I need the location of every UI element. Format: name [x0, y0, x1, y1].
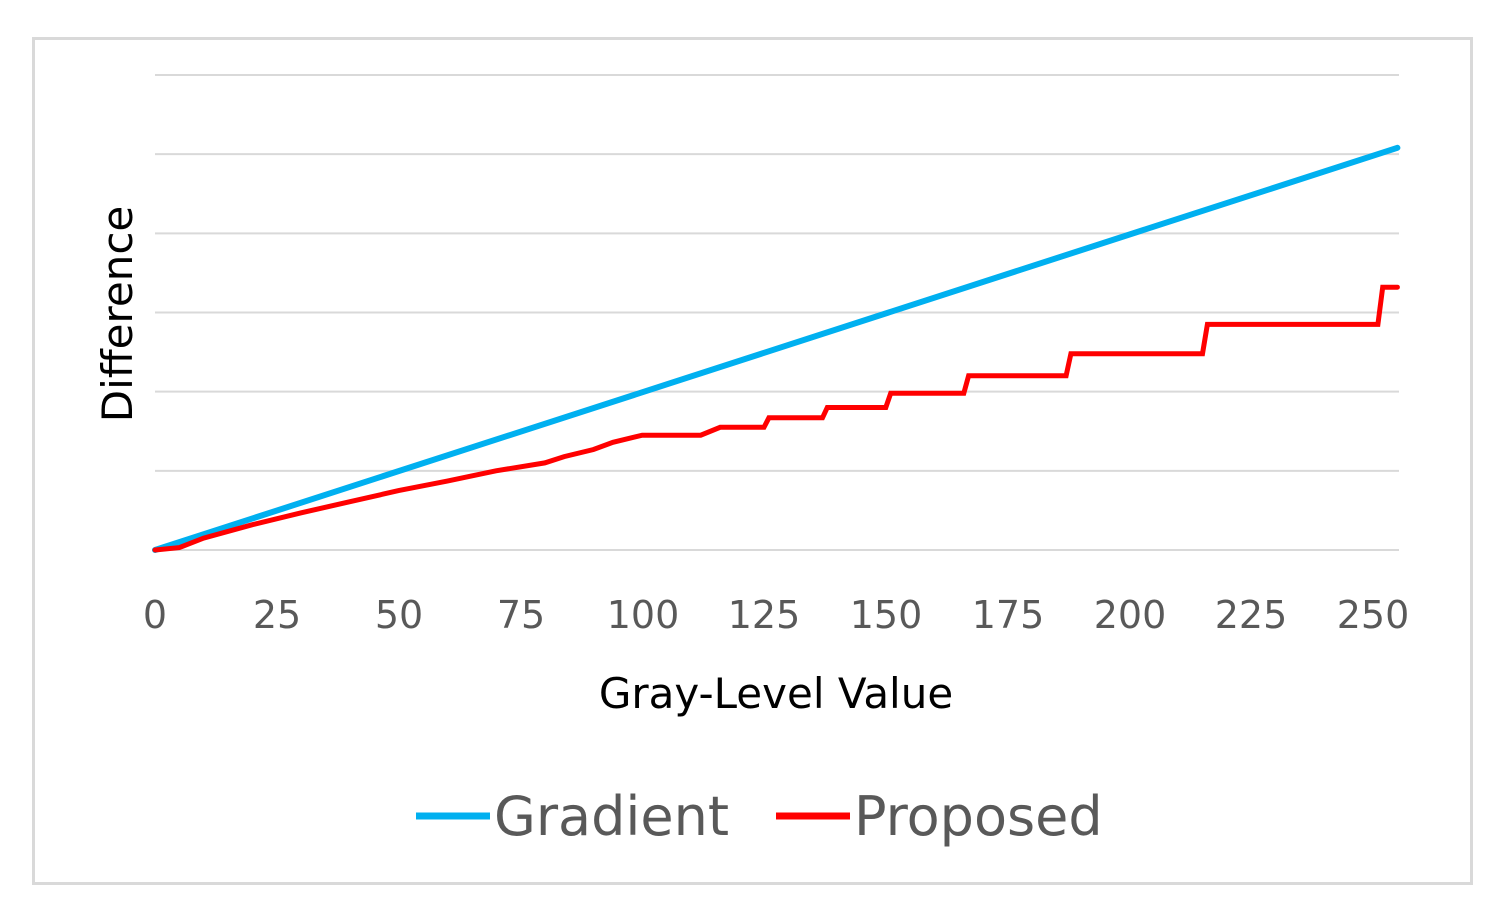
series-line-gradient	[152, 144, 1401, 553]
x-tick-label: 0	[143, 593, 167, 637]
x-axis-tick-labels: 0 25 50 75 100 125 150 175 200 225 250	[143, 593, 1409, 637]
x-tick-label: 75	[497, 593, 545, 637]
legend-label-gradient: Gradient	[494, 785, 729, 848]
x-tick-label: 125	[728, 593, 801, 637]
series-lines	[152, 144, 1401, 553]
legend-label-proposed: Proposed	[854, 785, 1103, 848]
x-tick-label: 225	[1215, 593, 1288, 637]
gridlines	[155, 74, 1399, 551]
x-tick-label: 50	[375, 593, 423, 637]
series-line-proposed	[152, 284, 1400, 553]
x-axis-title: Gray-Level Value	[599, 669, 953, 718]
x-tick-label: 175	[972, 593, 1045, 637]
x-tick-label: 150	[850, 593, 923, 637]
y-axis-title: Difference	[93, 206, 142, 423]
chart-frame	[32, 37, 1473, 885]
x-tick-label: 200	[1094, 593, 1167, 637]
legend: Gradient Proposed	[416, 785, 1103, 848]
x-tick-label: 25	[253, 593, 301, 637]
x-tick-label: 100	[607, 593, 680, 637]
x-tick-label: 250	[1337, 593, 1410, 637]
